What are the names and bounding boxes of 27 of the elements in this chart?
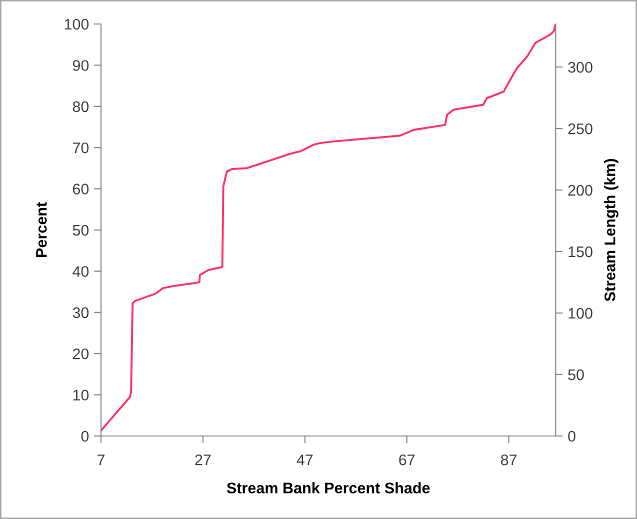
y2-tick-label: 150	[568, 246, 592, 258]
y-tick-label: 10	[73, 390, 89, 400]
y2-tick-label: 200	[568, 184, 592, 196]
y2-axis-title: Stream Length (km)	[604, 159, 618, 302]
x-tick-label: 67	[399, 454, 415, 466]
x-axis-title: Stream Bank Percent Shade	[226, 482, 430, 494]
x-tick-label: 87	[500, 454, 517, 466]
y-tick-label: 80	[72, 101, 89, 112]
y2-tick-label: 250	[568, 123, 592, 134]
y2-tick-label: 50	[568, 369, 584, 380]
y-tick-label: 30	[72, 307, 89, 318]
y2-tick-label: 300	[568, 62, 592, 73]
x-tick-label: 47	[296, 454, 313, 466]
x-tick-label: 7	[98, 454, 104, 466]
y-tick-label: 90	[72, 60, 89, 71]
y-tick-label: 20	[72, 348, 89, 360]
x-tick-label: 27	[195, 454, 211, 466]
y-axis-title: Percent	[36, 202, 47, 257]
y-tick-label: 0	[81, 430, 89, 442]
y-tick-label: 50	[72, 224, 89, 236]
y-tick-label: 100	[64, 18, 89, 30]
line-series	[101, 24, 556, 432]
y2-tick-label: 0	[568, 430, 576, 442]
y-tick-label: 60	[72, 184, 89, 194]
y2-tick-label: 100	[568, 308, 592, 319]
y-tick-label: 40	[72, 266, 89, 277]
y-tick-label: 70	[72, 142, 89, 154]
